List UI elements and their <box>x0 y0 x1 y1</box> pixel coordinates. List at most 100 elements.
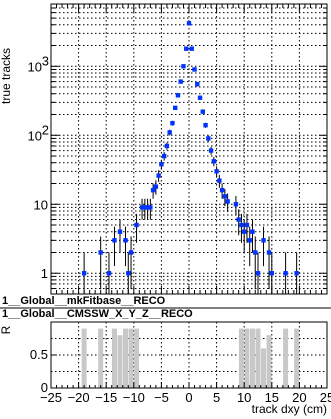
ratio-bar <box>128 328 134 388</box>
legend-entry-mkfitbase: 1__Global__mkFitbase__RECO <box>2 295 166 307</box>
main-errorbars <box>83 22 298 294</box>
data-point <box>189 46 194 51</box>
x-tick-label: −20 <box>68 390 90 405</box>
data-point <box>148 205 153 210</box>
data-point <box>145 205 150 210</box>
data-point <box>217 178 222 183</box>
data-point <box>117 229 123 234</box>
x-tick-label: 15 <box>265 390 279 405</box>
ratio-bar <box>283 328 289 388</box>
data-point <box>206 136 211 141</box>
data-point <box>214 169 219 174</box>
ratio-bar <box>134 328 140 388</box>
ratio-bar <box>238 328 244 388</box>
main-points <box>81 21 299 276</box>
ratio-y-axis-title: R <box>0 325 13 334</box>
data-point <box>139 205 145 210</box>
data-point <box>134 222 139 228</box>
ratio-bar <box>266 335 272 388</box>
ratio-y-tick-label: 0.5 <box>30 347 48 362</box>
x-axis-title: track dxy (cm) <box>252 402 327 416</box>
x-tick-label: −25 <box>40 390 62 405</box>
ratio-bar <box>261 348 267 388</box>
data-point <box>239 222 244 228</box>
data-point <box>98 250 103 255</box>
data-point <box>184 46 189 51</box>
data-point <box>233 202 239 207</box>
data-point <box>123 238 128 243</box>
data-point <box>170 120 175 126</box>
data-point <box>211 159 217 164</box>
data-point <box>178 79 183 84</box>
data-point <box>203 122 208 128</box>
data-point <box>164 143 170 149</box>
ratio-bar <box>255 328 261 388</box>
data-point <box>236 217 241 222</box>
x-tick-label: 5 <box>213 390 220 405</box>
data-point <box>186 21 192 26</box>
ratio-bars <box>81 328 300 388</box>
data-point <box>181 64 186 69</box>
data-point <box>208 148 214 153</box>
y-tick-label: 10 <box>28 128 42 143</box>
data-point <box>197 95 203 100</box>
data-point <box>222 194 228 199</box>
data-point <box>253 250 258 255</box>
data-point <box>81 271 87 276</box>
y-tick-label: 10 <box>34 197 48 212</box>
data-point <box>175 93 181 98</box>
data-point <box>126 271 131 276</box>
data-point <box>150 187 156 193</box>
y-tick-label: 10 <box>28 59 42 74</box>
data-point <box>269 271 274 276</box>
data-point <box>153 184 159 189</box>
data-point <box>283 271 288 276</box>
ratio-bar <box>98 328 104 388</box>
legend: 1__Global__mkFitbase__RECO 1__Global__CM… <box>0 295 331 321</box>
data-point <box>192 67 197 72</box>
legend-entry-cmssw: 1__Global__CMSSW_X_Y_Z__RECO <box>2 308 193 320</box>
x-tick-label: 0 <box>185 390 192 405</box>
data-point <box>255 271 261 276</box>
data-point <box>225 199 230 204</box>
x-tick-label: 20 <box>292 390 306 405</box>
ratio-y-tick-labels: 00.5 <box>30 347 48 395</box>
ratio-gridlines <box>51 322 327 388</box>
x-tick-label: −5 <box>154 390 169 405</box>
data-point <box>161 153 167 159</box>
data-point <box>244 222 250 228</box>
ratio-bar <box>249 328 255 388</box>
ratio-bar <box>117 335 123 388</box>
data-point <box>247 238 252 243</box>
data-point <box>294 271 299 276</box>
ratio-bar <box>123 328 129 388</box>
data-point <box>195 82 200 87</box>
y-tick-label-exponent: 3 <box>42 53 49 68</box>
data-point <box>142 205 148 210</box>
ratio-bar <box>81 328 87 388</box>
data-point <box>156 173 161 178</box>
data-point <box>159 162 164 167</box>
ratio-bar <box>244 328 250 388</box>
y-tick-label: 1 <box>41 266 48 281</box>
data-point <box>261 238 266 243</box>
data-point <box>112 238 117 243</box>
x-tick-label: 10 <box>237 390 251 405</box>
data-point <box>219 187 225 193</box>
ratio-y-tick-label: 0 <box>41 380 48 395</box>
x-tick-labels: −25 −20 −15 −10 −5 0 5 10 15 20 25 <box>40 390 331 405</box>
data-point <box>250 229 255 234</box>
data-point <box>173 105 178 111</box>
x-tick-label: −15 <box>95 390 117 405</box>
x-tick-label: 25 <box>320 390 331 405</box>
main-axis-ticks <box>50 3 328 389</box>
main-gridlines <box>51 3 327 295</box>
data-point <box>242 229 247 234</box>
data-point <box>167 130 172 135</box>
data-point <box>200 109 205 114</box>
data-point <box>266 250 272 255</box>
data-point <box>106 271 112 276</box>
y-axis-title: true tracks <box>0 48 13 104</box>
